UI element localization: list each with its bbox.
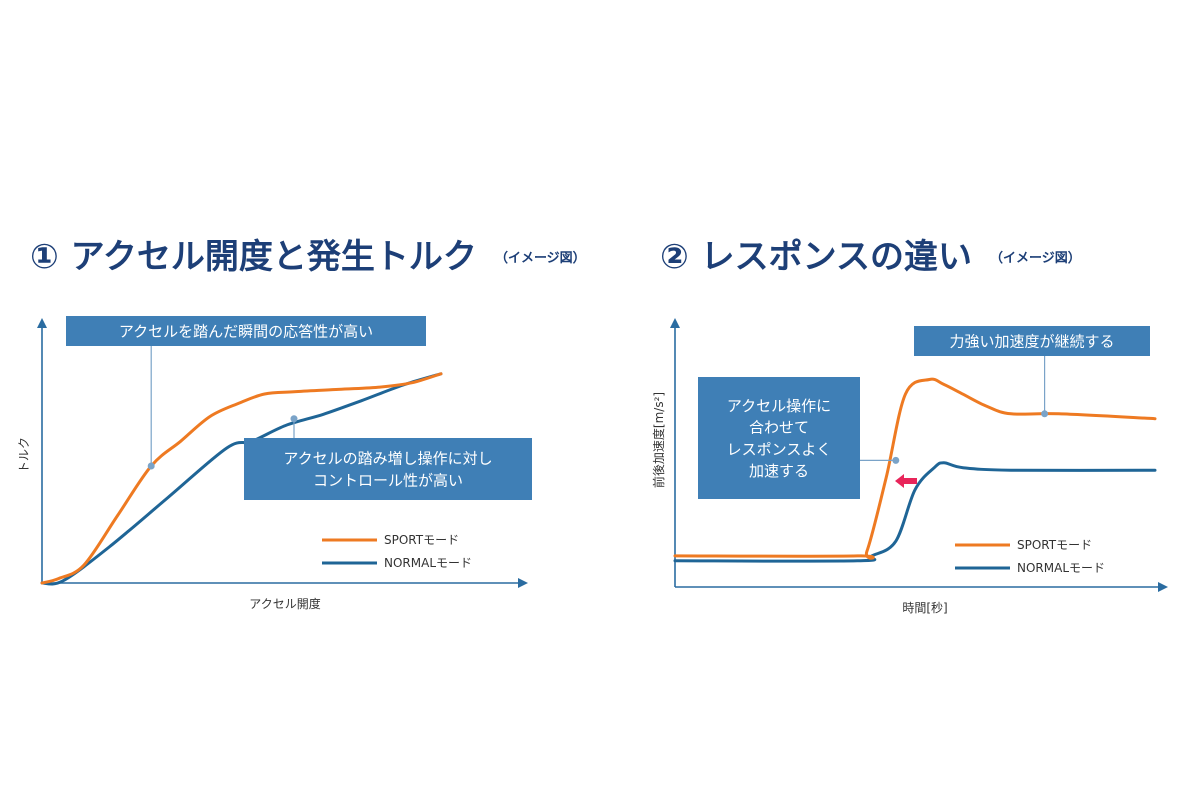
response-legend-sport-label: SPORTモード <box>1017 538 1092 552</box>
chart1-title-sub: （イメージ図） <box>494 250 586 266</box>
torque-y-axis-label: トルク <box>17 437 31 473</box>
torque-x-axis-arrow <box>518 578 528 588</box>
response-annotation-2-box <box>914 326 1150 356</box>
response-chart: 時間[秒] 前後加速度[m/s²] SPORTモード NORMALモード アクセル操作に… <box>651 318 1168 615</box>
response-annotation-2-text: 力強い加速度が継続する <box>949 332 1114 350</box>
torque-x-axis-label: アクセル開度 <box>249 596 320 611</box>
response-x-axis-label: 時間[秒] <box>902 601 947 615</box>
chart2-title: ② レスポンスの違い （イメージ図） <box>660 232 1081 282</box>
response-y-axis-arrow <box>670 318 680 328</box>
torque-legend-sport-label: SPORTモード <box>384 533 459 547</box>
torque-annotation-1-box <box>66 316 426 346</box>
torque-annotation-1-text: アクセルを踏んだ瞬間の応答性が高い <box>119 322 373 340</box>
response-annotation-2-dot <box>1041 410 1049 418</box>
torque-y-axis-arrow <box>37 318 47 328</box>
chart2-title-sub: （イメージ図） <box>989 250 1081 266</box>
response-sport-line <box>673 377 1157 560</box>
chart1-title-main: ① アクセル開度と発生トルク <box>30 237 477 277</box>
response-x-axis-arrow <box>1158 582 1168 592</box>
chart1-title: ① アクセル開度と発生トルク （イメージ図） <box>30 232 586 282</box>
response-normal-line <box>673 461 1157 563</box>
response-annotation-1-box <box>698 377 860 499</box>
torque-annotation-2-dot <box>290 415 298 423</box>
response-annotation-1-dot <box>892 456 900 464</box>
response-legend-normal-label: NORMALモード <box>1017 561 1105 575</box>
chart2-title-main: ② レスポンスの違い <box>660 237 972 277</box>
torque-annotation-1-dot <box>147 462 155 470</box>
torque-legend-normal-label: NORMALモード <box>384 556 472 570</box>
torque-annotation-2-text: アクセルの踏み増し操作に対しコントロール性が高い <box>283 450 492 490</box>
response-annotation-1-text: アクセル操作に合わせてレスポンスよく加速する <box>727 397 832 480</box>
torque-chart: アクセル開度 トルク SPORTモード NORMALモード アクセルを踏んだ瞬間の応答性… <box>17 316 532 611</box>
response-faster-response-arrow <box>895 474 917 488</box>
torque-annotation-2-box <box>244 438 532 500</box>
torque-sport-line <box>40 372 443 585</box>
response-y-axis-label: 前後加速度[m/s²] <box>651 392 666 488</box>
